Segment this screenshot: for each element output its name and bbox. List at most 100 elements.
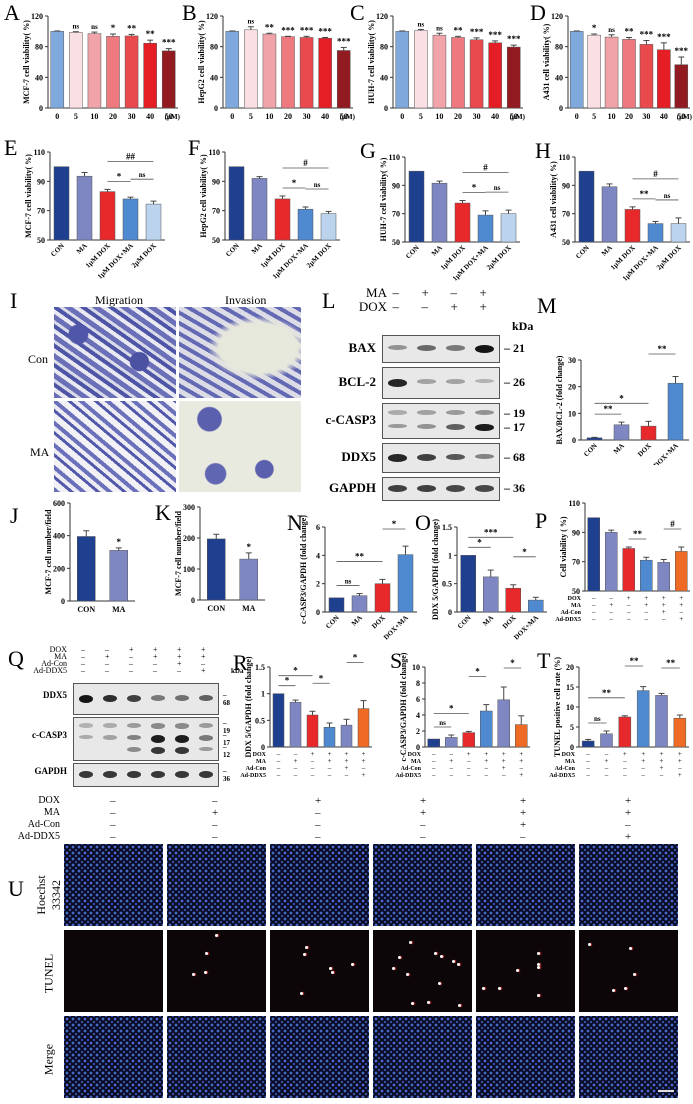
treatment-sign: – <box>625 819 631 831</box>
blot-label-bcl-2: BCL-2 <box>338 374 376 389</box>
u-image-tunel-3 <box>270 930 369 1012</box>
svg-text:20: 20 <box>566 663 574 672</box>
svg-text:***: *** <box>507 34 521 44</box>
blot-header-sign: – <box>81 659 85 668</box>
svg-text:#: # <box>483 162 488 172</box>
treatment-sign: – <box>420 831 426 843</box>
svg-text:Ad-DDX5: Ad-DDX5 <box>549 773 575 779</box>
blot-header-sign: + <box>177 659 182 668</box>
svg-text:+: + <box>679 615 683 623</box>
svg-text:MA: MA <box>600 244 614 258</box>
svg-text:90: 90 <box>572 528 580 537</box>
svg-text:–: – <box>604 771 609 779</box>
svg-text:100: 100 <box>183 565 195 574</box>
blot-header-sign: – <box>81 645 85 654</box>
u-row-label-1: TUNEL <box>41 953 56 994</box>
panel-letter-e: E <box>4 135 18 160</box>
svg-text:40: 40 <box>491 112 499 121</box>
svg-text:Ad-DDX5: Ad-DDX5 <box>395 773 421 779</box>
u-image-merge-4 <box>373 1016 472 1098</box>
blot-strip-gapdh <box>73 763 219 787</box>
blot-header-ad-ddx5: Ad-DDX5 <box>33 666 67 675</box>
blot-strip-ddx5 <box>382 443 500 473</box>
svg-text:CON: CON <box>49 242 66 259</box>
svg-text:(μM): (μM) <box>510 113 526 121</box>
svg-text:+: + <box>484 750 488 758</box>
blot-header-sign: – <box>201 659 205 668</box>
svg-text:*: * <box>292 178 297 188</box>
svg-text:+: + <box>362 757 366 765</box>
svg-text:MA: MA <box>250 242 264 256</box>
svg-text:90: 90 <box>562 181 570 190</box>
svg-text:+: + <box>678 771 682 779</box>
panel-letter-c: C <box>350 0 365 25</box>
blot-header-sign: – <box>392 285 400 300</box>
svg-text:**: ** <box>630 656 640 666</box>
svg-text:–: – <box>276 750 281 758</box>
svg-text:–: – <box>591 594 596 602</box>
svg-text:–: – <box>640 764 645 772</box>
svg-text:MA: MA <box>481 614 495 628</box>
svg-text:*: * <box>477 537 482 547</box>
blot-header-dox: DOX <box>358 299 387 314</box>
svg-text:–: – <box>591 608 596 616</box>
svg-text:HepG2 cell viability( %): HepG2 cell viability( %) <box>197 20 206 104</box>
svg-text:#: # <box>653 169 658 179</box>
svg-text:*: * <box>475 667 480 677</box>
svg-text:1.5: 1.5 <box>442 523 452 532</box>
svg-text:MCF-7 cell number/field: MCF-7 cell number/field <box>174 511 183 596</box>
blot-header-sign: + <box>177 652 182 661</box>
svg-text:*: * <box>619 393 624 403</box>
svg-text:HepG2 cell viability( %): HepG2 cell viability( %) <box>199 154 208 238</box>
treatment-sign: + <box>520 795 527 807</box>
treatment-sign: – <box>110 831 116 843</box>
panel-letter-k: K <box>155 500 171 525</box>
svg-text:*: * <box>111 23 116 33</box>
svg-text:***: *** <box>337 36 351 46</box>
svg-text:50: 50 <box>37 236 45 245</box>
svg-text:+: + <box>660 750 664 758</box>
u-image-merge-3 <box>270 1016 369 1098</box>
svg-text:40: 40 <box>555 73 563 82</box>
svg-text:+: + <box>609 601 613 609</box>
panel-letter-t: T <box>537 648 551 673</box>
svg-text:*: * <box>117 537 122 547</box>
blot-label-ddx5: DDX5 <box>341 449 376 464</box>
blot-label-gapdh: GAPDH <box>329 480 376 495</box>
svg-text:**: ** <box>658 344 668 354</box>
svg-text:1: 1 <box>261 690 265 699</box>
svg-text:4: 4 <box>316 551 320 560</box>
svg-text:DOX: DOX <box>370 614 387 631</box>
svg-text:+: + <box>328 757 332 765</box>
svg-text:20: 20 <box>625 112 633 121</box>
svg-text:80: 80 <box>380 43 388 52</box>
svg-text:ns: ns <box>314 181 321 189</box>
blot-label-gapdh: GAPDH <box>34 766 68 776</box>
svg-text:*: * <box>293 666 298 676</box>
svg-text:–: – <box>344 771 349 779</box>
svg-text:*: * <box>247 542 252 552</box>
svg-text:30: 30 <box>303 112 311 121</box>
svg-text:10: 10 <box>265 112 273 121</box>
svg-text:120: 120 <box>206 12 218 21</box>
treatment-sign: – <box>212 795 218 807</box>
u-image-tunel-1 <box>64 930 163 1012</box>
blot-header-sign: – <box>421 299 429 314</box>
svg-text:1: 1 <box>448 551 452 560</box>
svg-text:##: ## <box>126 151 136 161</box>
svg-text:ns: ns <box>139 171 146 179</box>
svg-text:110: 110 <box>33 148 45 157</box>
treatment-sign: – <box>212 819 218 831</box>
svg-text:–: – <box>276 771 281 779</box>
svg-text:*: * <box>117 171 122 181</box>
treatment-row-ma: MA <box>43 807 60 818</box>
blot-header-dox: DOX <box>49 645 67 654</box>
svg-text:DDX 5/GAPDH (fold change): DDX 5/GAPDH (fold change) <box>431 519 440 620</box>
transwell-migration-con <box>54 307 176 398</box>
svg-text:–: – <box>661 615 666 623</box>
svg-text:50: 50 <box>572 587 580 596</box>
svg-text:–: – <box>449 750 454 758</box>
u-row-label-2: Merge <box>41 1043 56 1076</box>
svg-text:(μM): (μM) <box>165 113 181 121</box>
